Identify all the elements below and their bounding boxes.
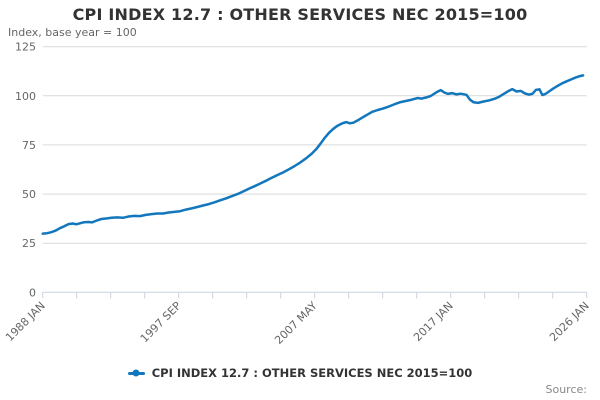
- line-series-marker-icon: [127, 369, 145, 377]
- y-axis-unit-label: Index, base year = 100: [8, 26, 137, 39]
- y-tick-label: 125: [15, 41, 36, 54]
- legend-item-cpi-series[interactable]: CPI INDEX 12.7 : OTHER SERVICES NEC 2015…: [127, 366, 473, 380]
- cpi-series-line[interactable]: [41, 74, 585, 235]
- legend: CPI INDEX 12.7 : OTHER SERVICES NEC 2015…: [0, 364, 600, 382]
- source-label: Source:: [545, 383, 588, 396]
- legend-series-label: CPI INDEX 12.7 : OTHER SERVICES NEC 2015…: [151, 366, 473, 380]
- x-tick-label: 2007 MAY: [272, 299, 320, 347]
- x-tick-label: 2026 JAN: [547, 299, 592, 344]
- x-tick-label: 1988 JAN: [3, 299, 48, 344]
- x-tick-label: 1997 SEP: [138, 299, 184, 345]
- y-tick-label: 25: [22, 237, 36, 250]
- y-tick-label: 75: [22, 139, 36, 152]
- page-title: CPI INDEX 12.7 : OTHER SERVICES NEC 2015…: [72, 5, 528, 24]
- chart-plot-area: 0 25 50 75 100 125 1988 JAN 1997 SEP 2007 MAY 201…: [3, 41, 592, 347]
- y-tick-label: 0: [29, 286, 36, 299]
- y-tick-label: 100: [15, 90, 36, 103]
- x-tick-label: 2017 JAN: [411, 299, 456, 344]
- y-tick-label: 50: [22, 188, 36, 201]
